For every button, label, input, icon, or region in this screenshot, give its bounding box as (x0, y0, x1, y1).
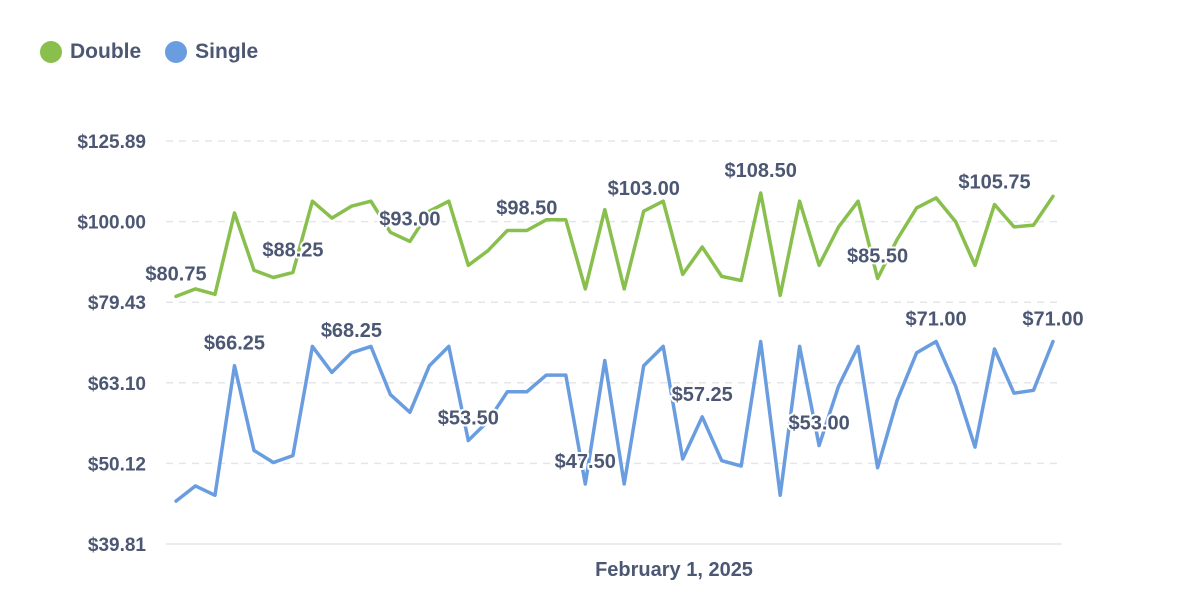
legend-item-double[interactable]: Double (40, 40, 141, 64)
x-axis-label: February 1, 2025 (595, 559, 753, 581)
y-tick-label: $125.89 (77, 132, 146, 153)
data-label: $68.25 (321, 320, 382, 342)
data-label: $98.50 (496, 197, 557, 219)
data-label: $105.75 (958, 172, 1030, 194)
series-lines (174, 191, 1055, 503)
data-label: $57.25 (672, 384, 733, 406)
series-line-single[interactable] (174, 339, 1055, 503)
legend-swatch-single (165, 41, 188, 63)
y-tick-label: $50.12 (88, 454, 146, 475)
data-label: $53.50 (438, 408, 499, 430)
y-tick-label: $63.10 (88, 374, 146, 395)
y-tick-label: $100.00 (77, 213, 146, 234)
legend-item-single[interactable]: Single (165, 40, 258, 64)
legend-label-single: Single (195, 40, 259, 63)
data-label: $47.50 (555, 451, 616, 473)
y-tick-label: $39.81 (88, 535, 147, 556)
data-label: $53.00 (789, 412, 850, 434)
y-axis: $39.81 $50.12 $63.10 $79.43 $100.00 $125.89 (77, 132, 146, 556)
legend-label-double: Double (70, 40, 142, 63)
data-label: $88.25 (262, 239, 323, 261)
data-label: $108.50 (725, 160, 797, 182)
data-label: $66.25 (204, 333, 265, 355)
data-label: $71.00 (1022, 308, 1083, 330)
series-line-double[interactable] (174, 191, 1055, 299)
y-tick-label: $79.43 (88, 293, 146, 314)
data-label: $103.00 (608, 178, 680, 200)
data-label: $71.00 (905, 308, 966, 330)
gridlines (166, 140, 1062, 545)
legend: Double Single (40, 40, 258, 64)
data-label: $80.75 (145, 263, 206, 285)
data-label: $93.00 (379, 208, 440, 230)
legend-swatch-double (40, 41, 62, 63)
data-labels: $80.75 $88.25 $93.00 $98.50 $103.00 $108.50 $8… (143, 158, 1085, 475)
data-label: $85.50 (847, 245, 908, 267)
